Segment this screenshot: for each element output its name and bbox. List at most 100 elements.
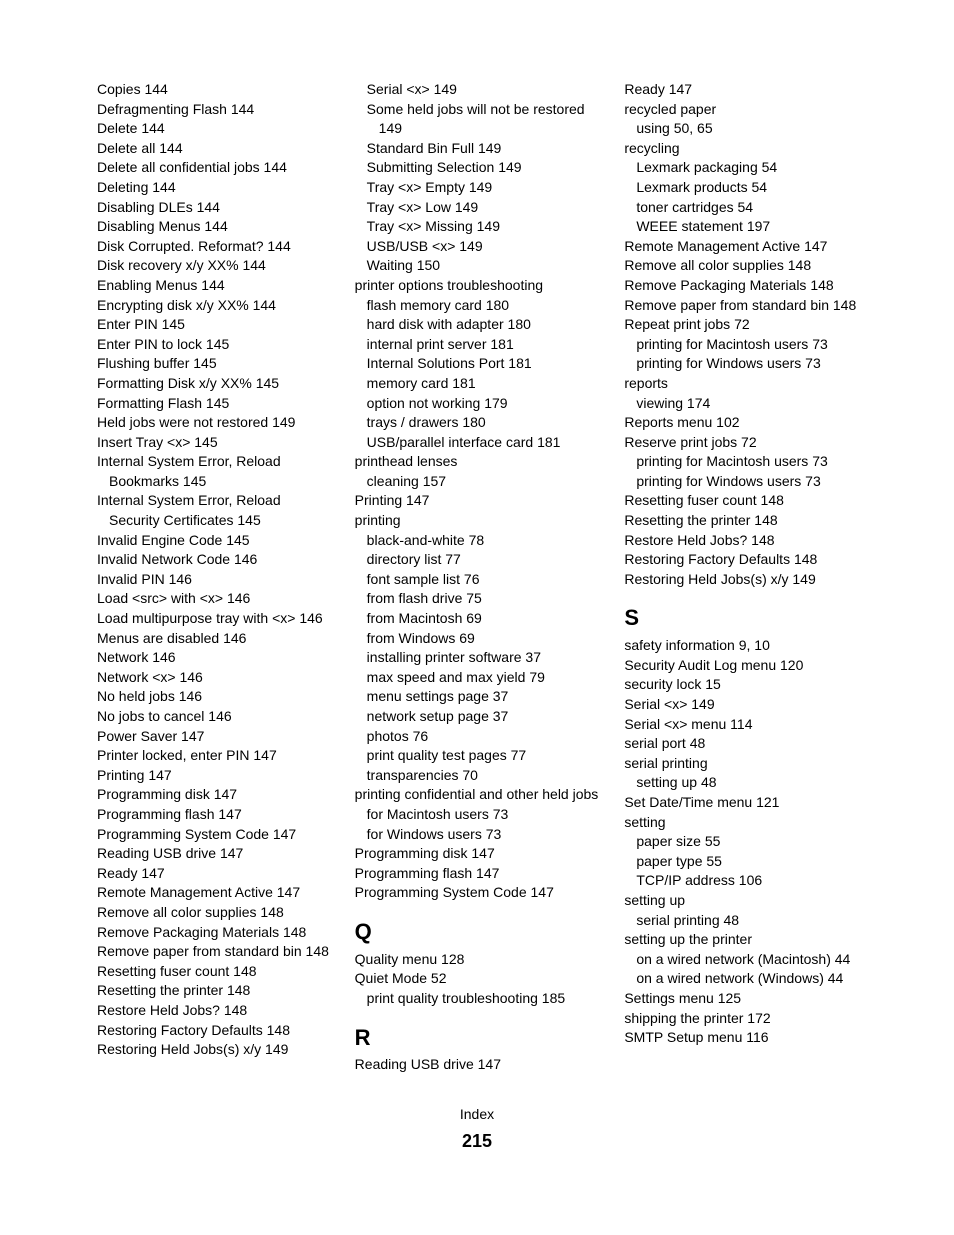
index-entry: setting up the printer: [624, 930, 869, 950]
index-entry: Enter PIN to lock 145: [85, 335, 330, 355]
index-entry: Delete all confidential jobs 144: [85, 158, 330, 178]
index-entry: printer options troubleshooting: [355, 276, 600, 296]
index-entry: Resetting fuser count 148: [85, 962, 330, 982]
index-entry: TCP/IP address 106: [624, 871, 869, 891]
index-columns: Copies 144Defragmenting Flash 144Delete …: [85, 80, 869, 1075]
index-entry: Printer locked, enter PIN 147: [85, 746, 330, 766]
index-entry: Insert Tray <x> 145: [85, 433, 330, 453]
index-entry: serial printing: [624, 754, 869, 774]
index-entry: Held jobs were not restored 149: [85, 413, 330, 433]
index-entry: Enter PIN 145: [85, 315, 330, 335]
index-entry: using 50, 65: [624, 119, 869, 139]
index-entry: printing: [355, 511, 600, 531]
index-entry: recycled paper: [624, 100, 869, 120]
index-entry: internal print server 181: [355, 335, 600, 355]
column-3: Ready 147recycled paperusing 50, 65recyc…: [624, 80, 869, 1075]
index-entry: paper type 55: [624, 852, 869, 872]
index-entry: Invalid Engine Code 145: [85, 531, 330, 551]
index-entry: Tray <x> Empty 149: [355, 178, 600, 198]
index-entry: Delete all 144: [85, 139, 330, 159]
index-entry: Internal System Error, Reload Security C…: [85, 491, 330, 530]
index-entry: Submitting Selection 149: [355, 158, 600, 178]
index-entry: Security Audit Log menu 120: [624, 656, 869, 676]
index-entry: toner cartridges 54: [624, 198, 869, 218]
index-entry: Set Date/Time menu 121: [624, 793, 869, 813]
index-entry: printing for Windows users 73: [624, 354, 869, 374]
index-entry: Remote Management Active 147: [85, 883, 330, 903]
index-entry: directory list 77: [355, 550, 600, 570]
index-entry: Printing 147: [85, 766, 330, 786]
index-entry: No held jobs 146: [85, 687, 330, 707]
index-entry: security lock 15: [624, 675, 869, 695]
index-entry: Load multipurpose tray with <x> 146: [85, 609, 330, 629]
index-entry: SMTP Setup menu 116: [624, 1028, 869, 1048]
index-entry: memory card 181: [355, 374, 600, 394]
index-entry: trays / drawers 180: [355, 413, 600, 433]
index-entry: transparencies 70: [355, 766, 600, 786]
index-entry: photos 76: [355, 727, 600, 747]
index-entry: Tray <x> Missing 149: [355, 217, 600, 237]
index-entry: USB/parallel interface card 181: [355, 433, 600, 453]
index-entry: Invalid PIN 146: [85, 570, 330, 590]
index-entry: Resetting the printer 148: [85, 981, 330, 1001]
index-entry: Programming flash 147: [355, 864, 600, 884]
index-entry: reports: [624, 374, 869, 394]
index-entry: Waiting 150: [355, 256, 600, 276]
footer-label: Index: [85, 1105, 869, 1125]
index-entry: Remove Packaging Materials 148: [85, 923, 330, 943]
index-entry: flash memory card 180: [355, 296, 600, 316]
index-entry: Invalid Network Code 146: [85, 550, 330, 570]
index-entry: Reports menu 102: [624, 413, 869, 433]
index-entry: Load <src> with <x> 146: [85, 589, 330, 609]
index-entry: Restoring Held Jobs(s) x/y 149: [624, 570, 869, 590]
index-entry: cleaning 157: [355, 472, 600, 492]
index-entry: for Macintosh users 73: [355, 805, 600, 825]
index-entry: on a wired network (Windows) 44: [624, 969, 869, 989]
index-entry: for Windows users 73: [355, 825, 600, 845]
index-entry: Standard Bin Full 149: [355, 139, 600, 159]
index-entry: Internal Solutions Port 181: [355, 354, 600, 374]
index-entry: Disk recovery x/y XX% 144: [85, 256, 330, 276]
index-entry: setting: [624, 813, 869, 833]
index-entry: Some held jobs will not be restored 149: [355, 100, 600, 139]
index-entry: setting up 48: [624, 773, 869, 793]
index-entry: Programming disk 147: [85, 785, 330, 805]
index-entry: Disabling DLEs 144: [85, 198, 330, 218]
index-entry: printing confidential and other held job…: [355, 785, 600, 805]
index-entry: max speed and max yield 79: [355, 668, 600, 688]
index-entry: Remote Management Active 147: [624, 237, 869, 257]
index-entry: menu settings page 37: [355, 687, 600, 707]
index-entry: Disk Corrupted. Reformat? 144: [85, 237, 330, 257]
index-entry: font sample list 76: [355, 570, 600, 590]
index-entry: Deleting 144: [85, 178, 330, 198]
index-entry: Disabling Menus 144: [85, 217, 330, 237]
index-entry: Remove all color supplies 148: [85, 903, 330, 923]
index-entry: Tray <x> Low 149: [355, 198, 600, 218]
index-entry: Reading USB drive 147: [355, 1055, 600, 1075]
index-entry: Formatting Disk x/y XX% 145: [85, 374, 330, 394]
index-entry: printing for Macintosh users 73: [624, 335, 869, 355]
index-entry: Programming disk 147: [355, 844, 600, 864]
index-entry: Enabling Menus 144: [85, 276, 330, 296]
index-entry: Serial <x> menu 114: [624, 715, 869, 735]
index-entry: Ready 147: [85, 864, 330, 884]
index-entry: viewing 174: [624, 394, 869, 414]
index-entry: Flushing buffer 145: [85, 354, 330, 374]
index-entry: setting up: [624, 891, 869, 911]
index-entry: option not working 179: [355, 394, 600, 414]
index-entry: USB/USB <x> 149: [355, 237, 600, 257]
index-entry: print quality test pages 77: [355, 746, 600, 766]
index-entry: Remove all color supplies 148: [624, 256, 869, 276]
index-entry: Repeat print jobs 72: [624, 315, 869, 335]
index-entry: WEEE statement 197: [624, 217, 869, 237]
index-entry: Quality menu 128: [355, 950, 600, 970]
index-entry: Encrypting disk x/y XX% 144: [85, 296, 330, 316]
footer-page-number: 215: [85, 1129, 869, 1154]
index-entry: Restoring Held Jobs(s) x/y 149: [85, 1040, 330, 1060]
index-entry: Restoring Factory Defaults 148: [85, 1021, 330, 1041]
index-entry: shipping the printer 172: [624, 1009, 869, 1029]
index-entry: Network <x> 146: [85, 668, 330, 688]
index-entry: Restore Held Jobs? 148: [624, 531, 869, 551]
index-entry: Printing 147: [355, 491, 600, 511]
index-entry: Reserve print jobs 72: [624, 433, 869, 453]
